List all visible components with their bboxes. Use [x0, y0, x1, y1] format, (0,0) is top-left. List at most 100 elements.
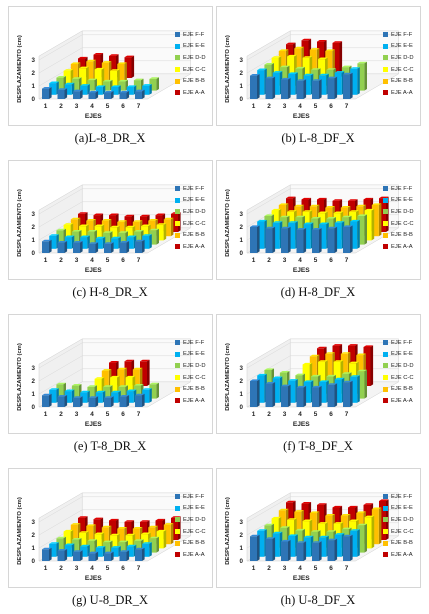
chart-svg: 0 1 2 3 1 2 3 4 5 6 7 EJES DESPLAZAMIENTO (cm)	[225, 338, 400, 428]
y-tick-label: 0	[32, 558, 36, 565]
chart-legend: EJE F-F EJE E-E EJE D-D EJE C-C EJE B-B EJE A…	[383, 337, 414, 407]
legend-entry: EJE B-B	[175, 75, 206, 87]
y-tick-label: 1	[32, 237, 36, 244]
x-tick-label: 7	[345, 411, 349, 418]
y-tick-label: 3	[32, 519, 36, 526]
legend-entry: EJE D-D	[175, 360, 206, 372]
x-tick-label: 7	[345, 257, 349, 264]
bar	[88, 396, 99, 407]
bar	[124, 55, 135, 78]
legend-label: EJE F-F	[183, 339, 205, 346]
x-tick-label: 1	[44, 565, 48, 572]
bar	[119, 395, 130, 407]
legend-entry: EJE A-A	[383, 549, 414, 561]
figure-caption: (f) T-8_DF_X	[283, 439, 353, 453]
legend-entry: EJE C-C	[383, 372, 414, 384]
bar	[296, 541, 307, 561]
bar	[250, 74, 260, 99]
bar	[296, 385, 307, 407]
legend-label: EJE B-B	[391, 386, 413, 393]
bar	[104, 242, 114, 253]
legend-swatch	[383, 55, 388, 61]
gridline	[38, 368, 191, 395]
bar	[357, 214, 367, 245]
legend-entry: EJE C-C	[175, 218, 206, 230]
bar	[149, 77, 159, 91]
gridline	[38, 188, 191, 215]
bar	[142, 542, 152, 557]
legend-label: EJE D-D	[183, 208, 206, 215]
bar	[350, 67, 360, 95]
legend-label: EJE B-B	[183, 232, 205, 239]
legend-entry: EJE D-D	[383, 514, 414, 526]
y-axis-title: DESPLAZAMIENTO (cm)	[225, 497, 231, 565]
bar	[327, 538, 338, 561]
legend-swatch	[175, 244, 180, 250]
y-axis-title: DESPLAZAMIENTO (cm)	[17, 189, 23, 257]
bar	[73, 550, 83, 561]
bar	[296, 228, 307, 253]
legend-entry: EJE F-F	[175, 491, 206, 503]
legend-entry: EJE D-D	[383, 360, 414, 372]
chart-legend: EJE F-F EJE E-E EJE D-D EJE C-C EJE B-B EJE A…	[175, 183, 206, 253]
x-tick-label: 6	[329, 257, 333, 264]
bar	[104, 551, 114, 561]
legend-entry: EJE B-B	[175, 229, 206, 241]
x-tick-label: 3	[75, 565, 79, 572]
legend-entry: EJE B-B	[383, 537, 414, 549]
bar	[135, 239, 145, 253]
legend-label: EJE A-A	[391, 243, 413, 250]
bar	[296, 79, 307, 99]
x-tick-label: 4	[90, 565, 94, 572]
legend-entry: EJE D-D	[383, 206, 414, 218]
legend-entry: EJE A-A	[175, 395, 206, 407]
chart-legend: EJE F-F EJE E-E EJE D-D EJE C-C EJE B-B EJE A…	[175, 29, 206, 99]
legend-swatch	[175, 90, 180, 96]
bar	[312, 79, 322, 99]
legend-entry: EJE B-B	[383, 75, 414, 87]
legend-label: EJE D-D	[391, 208, 414, 215]
y-tick-label: 2	[32, 378, 36, 385]
legend-swatch	[383, 90, 388, 96]
x-tick-label: 1	[44, 257, 48, 264]
legend-label: EJE B-B	[183, 540, 205, 547]
y-tick-label: 3	[240, 519, 244, 526]
legend-label: EJE D-D	[183, 54, 206, 61]
legend-entry: EJE E-E	[175, 349, 206, 361]
bar	[94, 67, 105, 87]
bar	[73, 89, 83, 99]
bar	[343, 225, 353, 253]
figure-caption: (b) L-8_DF_X	[281, 131, 355, 145]
bar	[80, 544, 90, 557]
bar	[57, 395, 68, 407]
legend-entry: EJE E-E	[175, 503, 206, 515]
legend-swatch	[383, 43, 388, 49]
legend-entry: EJE C-C	[383, 526, 414, 538]
bar	[135, 89, 145, 99]
x-tick-label: 5	[106, 103, 110, 110]
chart-panel: 0 1 2 3 1 2 3 4 5 6 7 EJES DESPLAZAMIENTO (cm) EJE F-…	[8, 160, 213, 280]
y-axis-title: DESPLAZAMIENTO (cm)	[225, 189, 231, 257]
legend-entry: EJE A-A	[175, 87, 206, 99]
legend-label: EJE E-E	[183, 197, 205, 204]
bar	[142, 84, 152, 95]
x-tick-label: 2	[59, 411, 63, 418]
legend-entry: EJE F-F	[383, 29, 414, 41]
y-tick-label: 0	[32, 404, 36, 411]
legend-entry: EJE D-D	[175, 206, 206, 218]
bar	[149, 228, 159, 245]
y-axis-title: DESPLAZAMIENTO (cm)	[225, 343, 231, 411]
chart-legend: EJE F-F EJE E-E EJE D-D EJE C-C EJE B-B EJE A…	[383, 491, 414, 561]
figure-caption: (d) H-8_DF_X	[280, 285, 356, 299]
legend-entry: EJE F-F	[175, 337, 206, 349]
x-tick-label: 4	[298, 103, 302, 110]
bar	[104, 396, 114, 407]
legend-entry: EJE F-F	[175, 29, 206, 41]
bar	[327, 76, 338, 99]
gridline	[246, 342, 399, 369]
legend-entry: EJE E-E	[383, 503, 414, 515]
chart-panel: 0 1 2 3 1 2 3 4 5 6 7 EJES DESPLAZAMIENTO (cm) EJE F-…	[216, 6, 421, 126]
chart-panel: 0 1 2 3 1 2 3 4 5 6 7 EJES DESPLAZAMIENTO (cm) EJE F-…	[8, 6, 213, 126]
bar	[327, 226, 338, 253]
legend-label: EJE B-B	[183, 386, 205, 393]
